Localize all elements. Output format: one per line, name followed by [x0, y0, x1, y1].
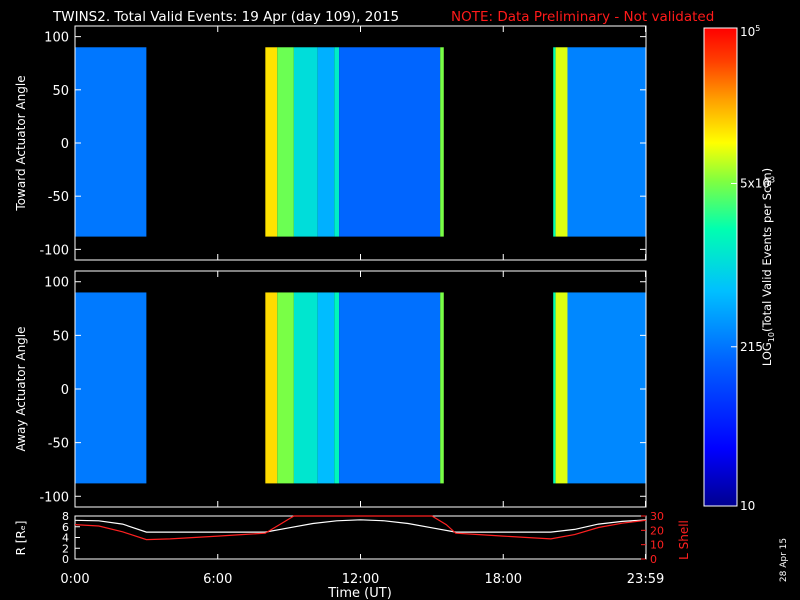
away-data-band [317, 292, 335, 484]
orbit-right-tick-label: 20 [650, 524, 664, 537]
lshell-line [74, 515, 647, 541]
away-data-band [277, 292, 294, 484]
time-tick-label: 0:00 [60, 572, 89, 587]
toward-data-band [440, 47, 444, 237]
away-data-band [339, 292, 441, 484]
time-axis-label: Time (UT) [327, 586, 392, 600]
toward-data-band [553, 47, 556, 237]
away-data-band [555, 292, 568, 484]
preliminary-note: NOTE: Data Preliminary - Not validated [451, 9, 714, 25]
radius-line [74, 519, 647, 533]
colorbar-tick-label: 5x103 [740, 175, 775, 190]
orbit-left-tick-label: 4 [62, 532, 69, 545]
time-tick-label: 6:00 [203, 572, 232, 587]
toward-data-band [317, 47, 335, 237]
colorbar-tick-label: 215 [740, 340, 763, 354]
away-panel: 100 50 0 -50 -100 Away Actuator Angle [14, 270, 647, 508]
colorbar-tick-label: 10 [740, 499, 755, 513]
toward-ytick-label: -50 [48, 190, 69, 205]
toward-data-band [555, 47, 568, 237]
colorbar: 105 5x103 215 10 LOG10(Total Valid Events p… [703, 24, 776, 513]
away-data-band [440, 292, 444, 484]
away-data-band [553, 292, 556, 484]
orbit-right-tick-label: 10 [650, 539, 664, 552]
time-tick-label: 23:59 [627, 572, 664, 587]
away-data-band [567, 292, 646, 484]
toward-data-band [339, 47, 441, 237]
orbit-left-tick-label: 0 [62, 553, 69, 566]
toward-ytick-label: 0 [61, 137, 69, 152]
orbit-left-tick-label: 2 [62, 542, 69, 555]
orbit-right-tick-label: 0 [650, 553, 657, 566]
away-ytick-label: 100 [44, 276, 69, 291]
away-data-band [293, 292, 318, 484]
orbit-left-tick-label: 8 [62, 510, 69, 523]
away-ytick-label: 0 [61, 383, 69, 398]
colorbar-tick-label: 105 [740, 24, 760, 39]
away-ytick-label: 50 [52, 329, 69, 344]
toward-data-band [277, 47, 294, 237]
toward-ytick-label: -100 [39, 243, 69, 258]
colorbar-gradient [703, 27, 738, 507]
orbit-left-tick-label: 6 [62, 521, 69, 534]
away-data-band [75, 292, 147, 484]
toward-data-band [293, 47, 318, 237]
toward-panel: 100 50 0 -50 -100 Toward Actuator Angle [14, 25, 647, 261]
away-ytick-label: -50 [48, 437, 69, 452]
time-tick-label: 18:00 [485, 572, 522, 587]
away-data-band [265, 292, 278, 484]
orbit-left-label: R [Rₑ] [14, 521, 28, 556]
date-stamp: 28 Apr 15 [779, 538, 789, 582]
toward-ytick-label: 50 [52, 84, 69, 99]
away-ylabel: Away Actuator Angle [14, 326, 28, 451]
toward-ylabel: Toward Actuator Angle [14, 75, 28, 211]
away-data-band [334, 292, 340, 484]
toward-ytick-label: 100 [44, 31, 69, 46]
toward-data-band [334, 47, 340, 237]
toward-data-band [265, 47, 278, 237]
chart-title: TWINS2. Total Valid Events: 19 Apr (day … [52, 9, 399, 25]
away-ytick-label: -100 [39, 490, 69, 505]
orbit-right-label: L Shell [677, 520, 691, 560]
time-tick-label: 12:00 [342, 572, 379, 587]
orbit-right-tick-label: 30 [650, 510, 664, 523]
toward-data-band [567, 47, 646, 237]
toward-data-band [75, 47, 147, 237]
colorbar-label: LOG10(Total Valid Events per Scan) [760, 168, 776, 366]
